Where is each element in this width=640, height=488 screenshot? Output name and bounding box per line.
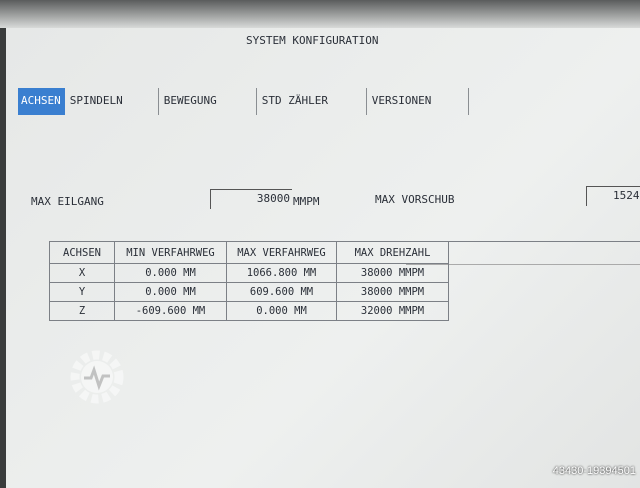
cell[interactable]: -609.600 MM	[114, 301, 227, 321]
watermark: 43430-19394501	[552, 465, 636, 477]
cell[interactable]: 0.000 MM	[114, 263, 227, 283]
cell[interactable]: 0.000 MM	[226, 301, 337, 321]
cell: Y	[49, 282, 115, 302]
screen-bezel	[0, 0, 640, 28]
cell: X	[49, 263, 115, 283]
max-vorschub-field[interactable]: 1524	[586, 186, 640, 206]
screen: SYSTEM KONFIGURATION ACHSEN SPINDELN BEW…	[6, 28, 640, 488]
cell[interactable]: 609.600 MM	[226, 282, 337, 302]
page-title: SYSTEM KONFIGURATION	[246, 34, 379, 47]
cell[interactable]: 1066.800 MM	[226, 263, 337, 283]
table-row: X 0.000 MM 1066.800 MM 38000 MMPM	[49, 263, 449, 283]
col-achsen: ACHSEN	[49, 241, 115, 264]
col-max-verfahrweg: MAX VERFAHRWEG	[226, 241, 337, 264]
tab-achsen[interactable]: ACHSEN	[18, 88, 65, 115]
cell[interactable]: 0.000 MM	[114, 282, 227, 302]
gear-watermark-icon	[70, 350, 124, 404]
tab-spindeln[interactable]: SPINDELN	[67, 88, 159, 115]
col-max-drehzahl: MAX DREHZAHL	[336, 241, 449, 264]
cell[interactable]: 38000 MMPM	[336, 282, 449, 302]
tab-std-zaehler[interactable]: STD ZÄHLER	[259, 88, 367, 115]
cell[interactable]: 32000 MMPM	[336, 301, 449, 321]
tab-bewegung[interactable]: BEWEGUNG	[161, 88, 257, 115]
tab-versionen[interactable]: VERSIONEN	[369, 88, 469, 115]
table-header: ACHSEN MIN VERFAHRWEG MAX VERFAHRWEG MAX…	[49, 241, 449, 264]
table-row: Z -609.600 MM 0.000 MM 32000 MMPM	[49, 301, 449, 321]
max-eilgang-field[interactable]: 38000	[210, 189, 292, 209]
col-min-verfahrweg: MIN VERFAHRWEG	[114, 241, 227, 264]
cell: Z	[49, 301, 115, 321]
max-eilgang-label: MAX EILGANG	[31, 195, 104, 208]
table-row: Y 0.000 MM 609.600 MM 38000 MMPM	[49, 282, 449, 302]
max-eilgang-unit: MMPM	[293, 195, 320, 208]
axes-table: ACHSEN MIN VERFAHRWEG MAX VERFAHRWEG MAX…	[49, 241, 449, 321]
cell[interactable]: 38000 MMPM	[336, 263, 449, 283]
tab-bar: ACHSEN SPINDELN BEWEGUNG STD ZÄHLER VERS…	[18, 88, 471, 115]
table-divider	[406, 264, 640, 265]
max-vorschub-label: MAX VORSCHUB	[375, 193, 455, 206]
